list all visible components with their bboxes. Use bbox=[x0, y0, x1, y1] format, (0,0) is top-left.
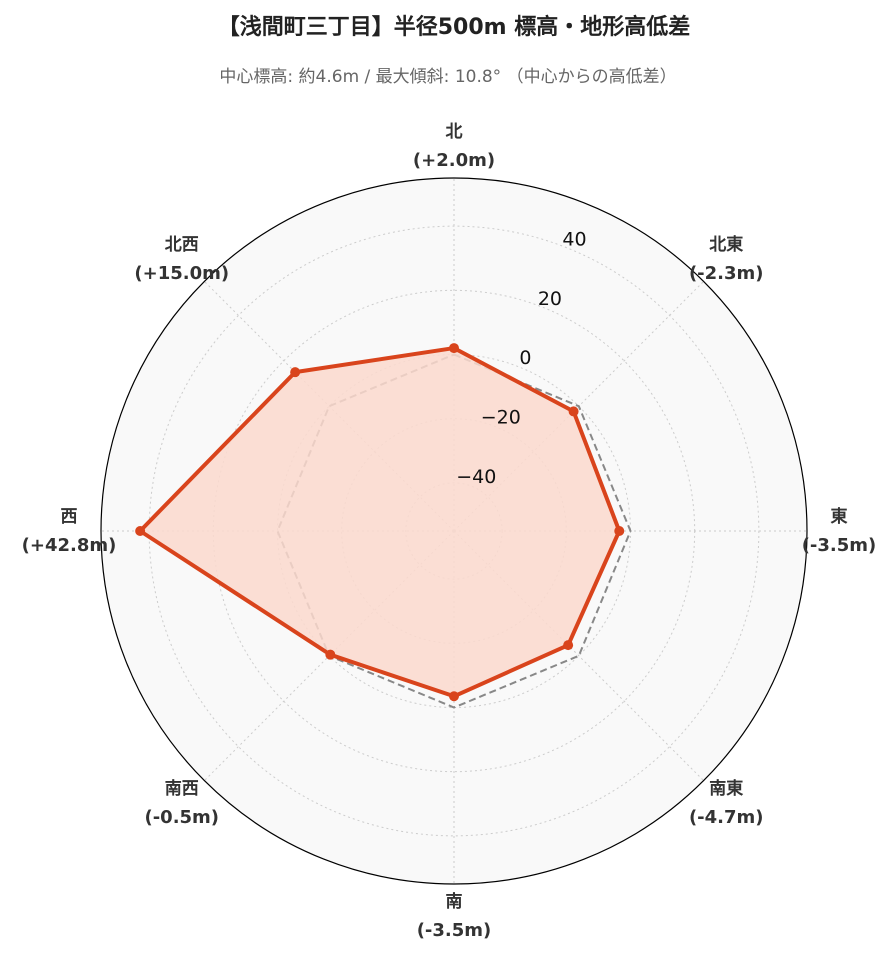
r-tick-label: 20 bbox=[538, 288, 562, 310]
category-label: 北 bbox=[446, 122, 463, 142]
grid-circle bbox=[148, 225, 760, 837]
point bbox=[563, 640, 574, 651]
r-tick-label: 40 bbox=[562, 229, 586, 251]
value-label: (+15.0m) bbox=[134, 263, 229, 284]
r-tick-label: 0 bbox=[519, 347, 531, 369]
baseline-line bbox=[276, 353, 632, 709]
value-label: (-0.5m) bbox=[144, 807, 219, 828]
r-tick-label: −40 bbox=[456, 466, 496, 488]
category-label: 北西 bbox=[165, 235, 199, 255]
spoke bbox=[453, 530, 704, 781]
plot-border bbox=[100, 177, 808, 885]
category-label: 東 bbox=[831, 506, 848, 527]
value-label: (+42.8m) bbox=[22, 535, 117, 556]
value-label: (-3.5m) bbox=[802, 535, 877, 556]
category-label: 北東 bbox=[709, 234, 743, 255]
point bbox=[290, 367, 301, 378]
point bbox=[325, 649, 336, 660]
point bbox=[568, 406, 579, 417]
value-label: (-2.3m) bbox=[689, 263, 764, 284]
r-tick-label: −20 bbox=[481, 406, 521, 428]
value-label: (+2.0m) bbox=[413, 150, 495, 171]
category-label: 南 bbox=[446, 891, 463, 912]
point bbox=[449, 691, 459, 702]
chart-subtitle: 中心標高: 約4.6m / 最大傾斜: 10.8° （中心からの高低差） bbox=[219, 67, 676, 87]
point bbox=[449, 343, 459, 354]
category-label: 西 bbox=[61, 507, 78, 527]
point bbox=[614, 526, 625, 536]
point bbox=[135, 526, 146, 536]
chart-title: 【浅間町三丁目】半径500m 標高・地形高低差 bbox=[218, 14, 691, 40]
category-label: 南西 bbox=[165, 778, 199, 799]
value-label: (-4.7m) bbox=[689, 807, 764, 828]
category-label: 南東 bbox=[709, 778, 743, 799]
area bbox=[140, 348, 620, 697]
value-label: (-3.5m) bbox=[417, 920, 492, 941]
